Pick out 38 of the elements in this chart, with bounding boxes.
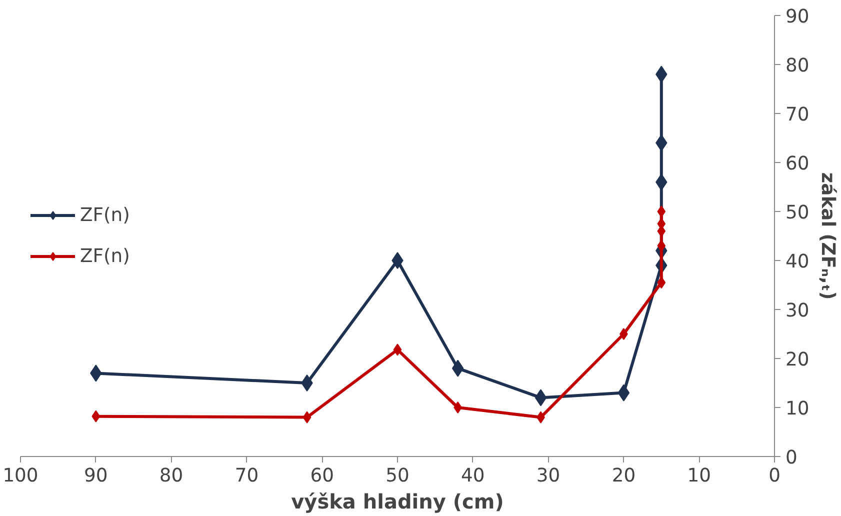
point [620, 328, 628, 340]
point [393, 344, 402, 356]
point [618, 384, 630, 402]
y2-tick-label: 90 [786, 6, 810, 28]
y2-tick-label: 70 [786, 104, 810, 126]
x-tick-label: 70 [234, 466, 259, 486]
x-tick-label: 0 [768, 466, 780, 486]
point [657, 206, 666, 218]
y2-tick-label: 30 [786, 300, 810, 322]
x-tick-label: 60 [310, 466, 334, 486]
y2-tick-label: 80 [786, 56, 810, 76]
point [657, 240, 666, 252]
point [452, 360, 464, 377]
y2-tick-label: 0 [786, 448, 798, 468]
point [534, 389, 547, 406]
point [302, 411, 312, 424]
legend-label: ZF(n) [80, 204, 130, 226]
x-tick-label: 80 [159, 466, 184, 486]
y2-tick-label: 60 [786, 154, 810, 174]
x-axis-title: výška hladiny (cm) [291, 490, 504, 514]
point [301, 374, 313, 392]
x-tick-label: 40 [461, 466, 485, 486]
y2-tick-label: 20 [786, 350, 810, 370]
x-tick-label: 90 [84, 466, 108, 486]
x-tick-label: 50 [386, 466, 410, 486]
point [657, 276, 666, 289]
y2-tick-label: 40 [786, 252, 810, 272]
point [454, 402, 462, 414]
x-tick-label: 100 [2, 466, 38, 486]
x-tick-label: 10 [687, 466, 711, 486]
y2-tick-label: 50 [786, 202, 810, 224]
x-tick-label: 30 [536, 466, 560, 486]
x-tick-label: 20 [612, 466, 636, 486]
point [92, 410, 100, 422]
y2-axis-title: zákal (ZFₙ,ₜ) [817, 172, 838, 300]
y2-tick-label: 10 [786, 398, 810, 420]
point [392, 252, 404, 269]
legend-label: ZF(n) [80, 246, 130, 266]
